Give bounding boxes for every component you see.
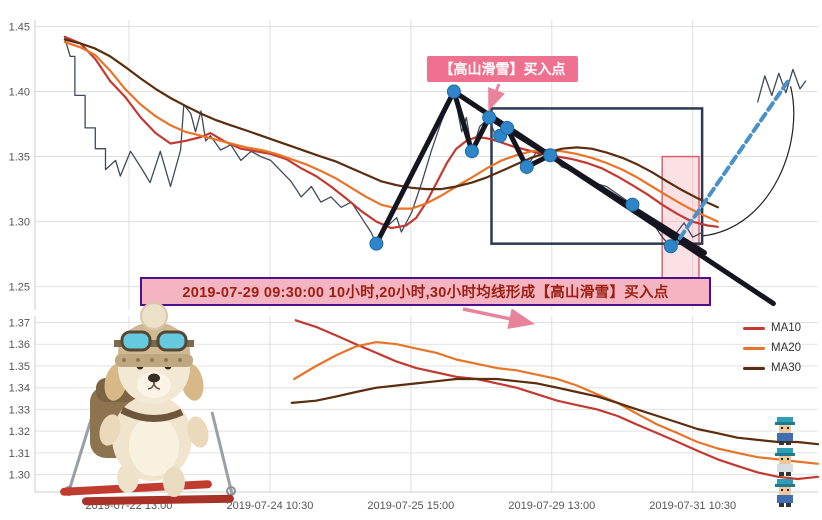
ma20-line-top: [63, 40, 719, 223]
legend-label-ma10: MA10: [771, 322, 802, 334]
y-axis-tick-label: 1.45: [9, 22, 30, 34]
ma30-line-icon: [743, 366, 765, 370]
y-axis-tick-label: 1.35: [9, 361, 30, 373]
rally-arc-line: [702, 86, 795, 237]
buy-dot: [625, 197, 640, 212]
skiing-dog-image: [52, 288, 258, 519]
price-line-top: [64, 37, 704, 247]
rally-dashed-arrow: [670, 76, 792, 251]
x-axis-tick-label: 2019-07-25 15:00: [367, 500, 454, 512]
y-axis-tick-label: 1.33: [9, 404, 30, 416]
ma30-line-top: [63, 38, 719, 209]
trend-down-line-3: [547, 152, 697, 252]
legend-item-ma20[interactable]: MA20: [743, 338, 801, 358]
x-axis-tick-label: 2019-07-24 10:30: [226, 500, 313, 512]
x-axis-tick-label: 2019-07-29 13:00: [508, 500, 595, 512]
pixel-character-icon: [775, 479, 795, 507]
pixel-character-sprites: [772, 417, 800, 514]
buy-dot: [543, 148, 558, 163]
buy-dot: [519, 159, 534, 174]
ma30-line-bottom: [290, 377, 820, 446]
legend-label-ma30: MA30: [771, 362, 802, 374]
y-axis-tick-label: 1.34: [9, 383, 30, 395]
tag-arrow-icon: [488, 83, 505, 112]
buy-dot: [500, 120, 515, 135]
buy-dot: [446, 84, 461, 99]
ma20-line-icon: [743, 346, 765, 350]
legend-item-ma30[interactable]: MA30: [743, 358, 801, 378]
buy-point-tag-label: 【高山滑雪】买入点: [439, 61, 566, 77]
buy-point-tag: 【高山滑雪】买入点: [427, 56, 578, 82]
y-axis-tick-label: 1.35: [9, 152, 30, 164]
chart-legend: MA10 MA20 MA30: [743, 318, 801, 378]
ma20-line-bottom: [293, 341, 820, 465]
ma10-line-top: [63, 35, 719, 230]
pixel-character-icon: [775, 417, 795, 445]
legend-label-ma20: MA20: [771, 342, 802, 354]
x-axis-tick-label: 2019-07-31 10:30: [649, 500, 736, 512]
trend-up-line: [373, 89, 457, 247]
y-axis-tick-label: 1.30: [9, 217, 30, 229]
y-axis-tick-label: 1.37: [9, 318, 30, 330]
y-axis-tick-label: 1.32: [9, 426, 30, 438]
highlight-band: [661, 155, 700, 283]
pixel-character-icon: [775, 448, 795, 476]
y-axis-tick-label: 1.25: [9, 282, 30, 294]
buy-dot: [663, 239, 678, 254]
y-axis-tick-label: 1.40: [9, 87, 30, 99]
buy-dot: [482, 110, 497, 125]
ma10-line-icon: [743, 326, 765, 330]
price-right-line-top: [757, 68, 807, 103]
ma10-line-bottom: [294, 319, 820, 481]
legend-item-ma10[interactable]: MA10: [743, 318, 801, 338]
y-axis-tick-label: 1.36: [9, 339, 30, 351]
y-axis-tick-label: 1.31: [9, 448, 30, 460]
banner-arrow-icon: [462, 307, 536, 329]
buy-signal-banner-text: 2019-07-29 09:30:00 10小时,20小时,30小时均线形成【高…: [182, 285, 669, 301]
y-axis-tick-label: 1.30: [9, 470, 30, 482]
buy-dot: [369, 236, 384, 251]
buy-signal-banner: 2019-07-29 09:30:00 10小时,20小时,30小时均线形成【高…: [140, 277, 711, 306]
buy-dot: [464, 144, 479, 159]
